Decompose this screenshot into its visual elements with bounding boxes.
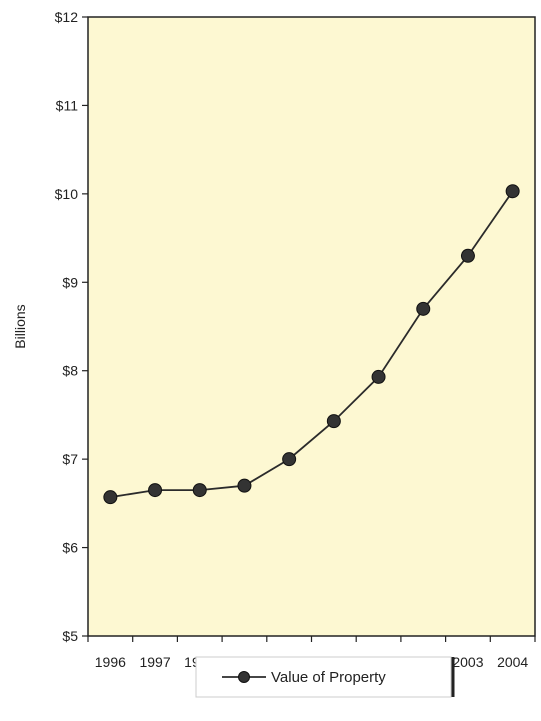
y-tick-label: $11 bbox=[56, 97, 79, 113]
y-axis-title: Billions bbox=[12, 304, 28, 348]
data-point bbox=[282, 452, 297, 467]
data-point bbox=[192, 483, 207, 498]
data-point bbox=[460, 248, 475, 263]
data-point bbox=[148, 483, 163, 498]
y-tick-label: $5 bbox=[62, 628, 78, 644]
y-tick-label: $12 bbox=[55, 9, 79, 25]
y-tick-label: $8 bbox=[62, 363, 78, 379]
data-point bbox=[326, 414, 341, 429]
data-point bbox=[416, 301, 431, 316]
x-tick-label: 2003 bbox=[452, 654, 483, 670]
x-tick-label: 1997 bbox=[139, 654, 170, 670]
y-tick-label: $10 bbox=[55, 186, 79, 202]
series-line bbox=[110, 190, 514, 499]
plot-area bbox=[87, 16, 536, 637]
y-tick-label: $6 bbox=[62, 540, 78, 556]
y-axis-ticks: $5 $6 $7 $8 $9 $10 $11 $12 bbox=[55, 9, 88, 644]
legend-marker-sample bbox=[238, 671, 250, 683]
x-tick-label: 2004 bbox=[497, 654, 528, 670]
data-point bbox=[505, 184, 520, 199]
legend: Value of Property bbox=[195, 656, 455, 698]
data-point bbox=[103, 490, 118, 505]
series-group bbox=[103, 184, 520, 505]
y-tick-label: $7 bbox=[62, 451, 78, 467]
x-tick-label: 1996 bbox=[95, 654, 126, 670]
y-tick-label: $9 bbox=[62, 274, 78, 290]
legend-label: Value of Property bbox=[271, 669, 386, 686]
data-point bbox=[237, 478, 252, 493]
data-point bbox=[371, 369, 386, 384]
